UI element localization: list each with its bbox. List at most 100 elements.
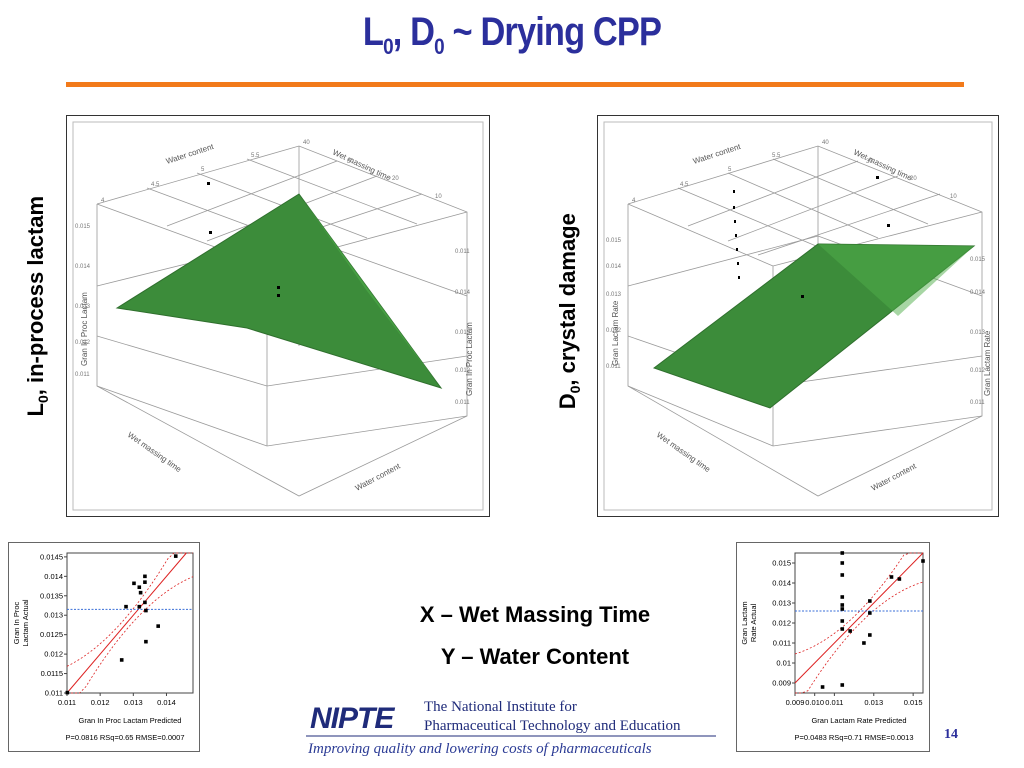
data-point — [137, 585, 142, 590]
svg-text:4: 4 — [632, 198, 636, 204]
data-point — [173, 554, 178, 558]
confidence-lower — [67, 576, 194, 694]
data-point — [840, 561, 845, 565]
svg-text:30: 30 — [866, 159, 873, 165]
data-point — [897, 577, 902, 581]
data-point — [132, 581, 136, 586]
svg-text:0.012: 0.012 — [75, 340, 91, 346]
fit-line — [794, 552, 924, 684]
data-point — [65, 690, 70, 695]
y-tick-label: 0.012 — [772, 619, 791, 628]
logo-line2: Pharmaceutical Technology and Education — [424, 718, 681, 734]
y-tick-label: 0.013 — [44, 611, 63, 620]
data-point — [144, 608, 148, 613]
svg-text:0.011: 0.011 — [970, 400, 985, 406]
svg-text:0.012: 0.012 — [970, 368, 986, 374]
confidence-upper — [794, 552, 923, 655]
svg-text:5: 5 — [201, 167, 205, 173]
confidence-lower — [795, 581, 924, 694]
axes-legend: X – Wet Massing Time Y – Water Content — [400, 594, 670, 678]
page-number: 14 — [944, 727, 958, 742]
svg-text:4.5: 4.5 — [151, 182, 160, 188]
x-tick-label: 0.009 — [786, 698, 805, 707]
x-tick-label: 0.014 — [157, 698, 176, 707]
data-point — [840, 607, 845, 611]
svg-text:4: 4 — [101, 198, 105, 204]
x-tick-label: 0.012 — [91, 698, 110, 707]
fit-line — [66, 552, 187, 694]
y-axis-label-line1: Gran Lactam — [740, 601, 749, 644]
data-point — [820, 685, 825, 689]
slide-title: L0, D0 ~ Drying CPP — [362, 10, 662, 59]
nipte-logo: NIPTE The National Institute for Pharmac… — [304, 694, 720, 760]
y-tick-label: 0.0145 — [40, 552, 63, 561]
y-tick-label: 0.0125 — [40, 630, 63, 639]
svg-text:0.013: 0.013 — [606, 292, 622, 298]
left-response-label: L0, in-process lactam — [22, 195, 52, 417]
svg-text:30: 30 — [347, 159, 354, 165]
svg-text:20: 20 — [910, 176, 917, 182]
svg-text:0.013: 0.013 — [970, 330, 986, 336]
data-point — [143, 574, 147, 579]
surface-plot-left: Water content Wet massing time Water con… — [66, 115, 490, 517]
x-tick-label: 0.013 — [864, 698, 883, 707]
svg-text:0.012: 0.012 — [606, 328, 622, 334]
y-axis-label-line1: Gran In Proc — [12, 601, 21, 644]
svg-text:0.015: 0.015 — [606, 238, 622, 244]
x-tick-label: 0.013 — [124, 698, 143, 707]
svg-text:10: 10 — [435, 194, 442, 200]
title-underline — [66, 82, 964, 87]
data-point — [124, 604, 128, 609]
y-tick-label: 0.014 — [44, 572, 63, 581]
data-point — [840, 551, 845, 555]
confidence-upper — [66, 552, 193, 667]
data-point — [868, 633, 872, 637]
y-tick-label: 0.009 — [772, 679, 791, 688]
z-axis-right: Gran In Proc Lactam — [465, 322, 474, 396]
x-tick-label: 0.010 — [805, 698, 824, 707]
data-point — [840, 619, 845, 623]
data-point — [921, 559, 925, 563]
y-tick-label: 0.01 — [776, 659, 791, 668]
svg-text:5.5: 5.5 — [772, 153, 781, 159]
svg-text:0.015: 0.015 — [75, 224, 91, 230]
data-point — [889, 575, 894, 579]
svg-text:0.011: 0.011 — [455, 249, 470, 255]
y-axis-label-line2: Rate Actual — [749, 603, 758, 642]
svg-text:0.013: 0.013 — [75, 304, 91, 310]
svg-text:0.014: 0.014 — [606, 264, 622, 270]
x-tick-label: 0.011 — [58, 698, 76, 707]
data-point — [156, 624, 160, 628]
svg-text:5.5: 5.5 — [251, 153, 260, 159]
data-point — [848, 629, 852, 633]
svg-text:40: 40 — [303, 140, 310, 146]
right-response-label: D0, crystal damage — [554, 213, 584, 410]
z-axis-right: Gran Lactam Rate — [983, 330, 992, 396]
data-point — [868, 599, 872, 603]
svg-text:0.011: 0.011 — [75, 372, 90, 378]
svg-text:5: 5 — [728, 167, 732, 173]
svg-text:0.014: 0.014 — [455, 290, 471, 296]
data-point — [868, 611, 872, 615]
svg-text:0.011: 0.011 — [606, 364, 621, 370]
y-tick-label: 0.011 — [45, 689, 63, 698]
data-point — [840, 573, 845, 577]
x-tick-label: 0.015 — [904, 698, 923, 707]
surface-plot-right: Water content Wet massing time Water con… — [597, 115, 999, 517]
y-axis-definition: Y – Water Content — [440, 644, 630, 669]
plot-frame — [794, 552, 924, 694]
svg-text:0.012: 0.012 — [455, 368, 471, 374]
y-axis-label-line2: Lactam Actual — [21, 599, 30, 646]
y-tick-label: 0.012 — [44, 650, 63, 659]
x-axis-definition: X – Wet Massing Time — [419, 602, 651, 627]
logo-tagline: Improving quality and lowering costs of … — [307, 741, 652, 757]
data-point — [840, 627, 845, 631]
data-point — [137, 604, 142, 609]
x-axis-label: Gran In Proc Lactam Predicted — [79, 716, 182, 725]
y-tick-label: 0.0135 — [40, 591, 63, 600]
y-tick-label: 0.013 — [772, 599, 791, 608]
svg-text:0.014: 0.014 — [970, 290, 986, 296]
actual-vs-predicted-left: 0.0145 0.014 0.0135 0.013 0.0125 0.012 0.0115 0… — [8, 542, 200, 752]
z-axis-left: Gran Lactam Rate — [611, 300, 620, 366]
